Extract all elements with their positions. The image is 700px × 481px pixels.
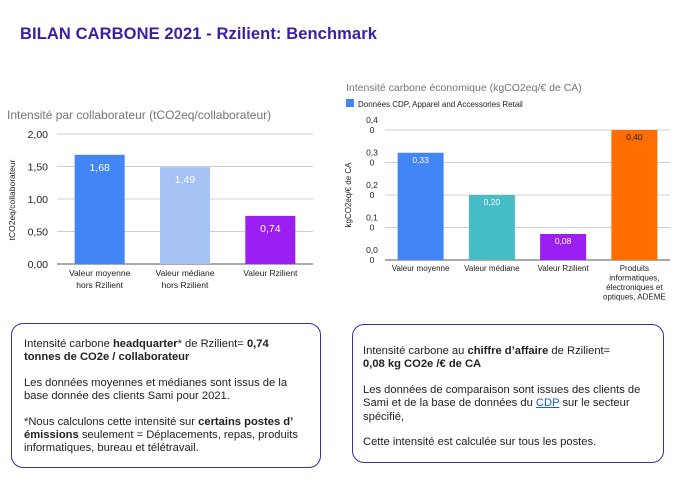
y-tick-label: 0,3 0 bbox=[366, 148, 378, 168]
bar-value-label: 0,40 bbox=[626, 132, 643, 142]
x-tick-label-line: hors Rzilient bbox=[162, 280, 209, 290]
x-tick-label-line: Valeur médiane bbox=[464, 264, 520, 273]
bar bbox=[160, 167, 210, 264]
chart-title: Intensité carbone économique (kgCO2eq/€ … bbox=[346, 82, 582, 94]
info-headquarter-intensity: Intensité carbone headquarter* de Rzilie… bbox=[24, 338, 269, 364]
y-tick-label: 1,50 bbox=[28, 162, 49, 174]
x-tick-label-line: informatiques, bbox=[609, 274, 659, 283]
bar-value-label: 0,33 bbox=[412, 155, 429, 165]
bar bbox=[540, 234, 587, 260]
x-tick-label: Valeur médiane hors Rzilient bbox=[156, 268, 215, 290]
bar bbox=[245, 215, 296, 264]
y-tick-label-line: 0 bbox=[370, 125, 375, 135]
y-tick-label-line: 0,1 bbox=[366, 213, 378, 223]
x-tick-label-line: optiques, ADEME bbox=[603, 293, 666, 302]
y-tick-label: 0,00 bbox=[28, 259, 49, 271]
info-scope-note: *Nous calculons cette intensité sur cert… bbox=[24, 415, 298, 455]
chart-economic-intensity: Intensité carbone économique (kgCO2eq/€ … bbox=[344, 82, 670, 302]
bar bbox=[397, 152, 444, 260]
bar-value-label: 0,08 bbox=[555, 236, 572, 246]
info-revenue-intensity: Intensité carbone au chiffre d’affaire d… bbox=[363, 345, 611, 371]
info-box-headquarter: Intensité carbone headquarter* de Rzilie… bbox=[11, 323, 321, 468]
x-tick-label: Valeur moyenne hors Rzilient bbox=[69, 268, 131, 290]
y-tick-label-line: 0,2 bbox=[366, 180, 378, 190]
y-tick-label: 0,4 0 bbox=[366, 115, 378, 135]
y-tick-label: 2,00 bbox=[28, 129, 49, 141]
page-title: BILAN CARBONE 2021 - Rzilient: Benchmark bbox=[20, 25, 377, 43]
chart-intensity-per-employee: Intensité par collaborateur (tCO2eq/coll… bbox=[7, 108, 313, 290]
x-tick-label-line: électroniques et bbox=[606, 283, 663, 292]
x-tick-label: Valeur moyenne bbox=[392, 264, 450, 273]
x-tick-label: Valeur médiane bbox=[464, 264, 520, 273]
y-tick-label-line: 0,4 bbox=[366, 115, 378, 125]
y-tick-label-line: 0 bbox=[370, 158, 375, 168]
bar-value-label: 0,74 bbox=[260, 223, 281, 235]
legend-swatch bbox=[346, 99, 354, 107]
bar-value-label: 1,49 bbox=[175, 174, 196, 186]
cdp-link[interactable]: CDP bbox=[535, 397, 560, 410]
y-tick-label: 0,50 bbox=[28, 227, 49, 239]
x-tick-label: Valeur Rzilient bbox=[243, 268, 298, 278]
y-axis-label: kgCO2eq/€ de CA bbox=[344, 162, 353, 228]
x-tick-label-line: hors Rzilient bbox=[76, 280, 123, 290]
bar bbox=[611, 130, 658, 260]
chart-title: Intensité par collaborateur (tCO2eq/coll… bbox=[7, 108, 271, 122]
x-tick-label-line: Valeur médiane bbox=[156, 268, 215, 278]
y-tick-label: 0,1 0 bbox=[366, 213, 378, 233]
y-axis-label: tCO2eq/collaborateur bbox=[7, 159, 17, 240]
bar bbox=[468, 195, 515, 260]
x-tick-label: Valeur Rzilient bbox=[538, 264, 590, 273]
x-tick-label: Produits informatiques, électroniques et op… bbox=[603, 264, 666, 302]
y-tick-label-line: 0,0 bbox=[366, 245, 378, 255]
x-tick-label-line: Valeur moyenne bbox=[69, 268, 131, 278]
bar-value-label: 0,20 bbox=[484, 197, 501, 207]
legend-label: Données CDP, Apparel and Accessories Ret… bbox=[358, 100, 523, 109]
info-data-source: Les données moyennes et médianes sont is… bbox=[24, 376, 288, 403]
y-tick-label: 0,2 0 bbox=[366, 180, 378, 200]
y-tick-label-line: 0 bbox=[370, 223, 375, 233]
info-comparison-source: Les données de comparaison sont issues d… bbox=[363, 383, 641, 423]
x-tick-label-line: Valeur moyenne bbox=[392, 264, 450, 273]
y-tick-label-line: 0 bbox=[370, 190, 375, 200]
x-tick-label-line: Produits bbox=[620, 264, 649, 273]
info-box-revenue: Intensité carbone au chiffre d’affaire d… bbox=[352, 324, 664, 463]
y-tick-label-line: 0,3 bbox=[366, 148, 378, 158]
y-tick-label: 1,00 bbox=[28, 194, 49, 206]
bar-value-label: 1,68 bbox=[89, 162, 110, 174]
x-tick-label-line: Valeur Rzilient bbox=[243, 268, 298, 278]
x-tick-label-line: Valeur Rzilient bbox=[538, 264, 590, 273]
y-tick-label-line: 0 bbox=[370, 255, 375, 265]
bar bbox=[74, 154, 125, 264]
info-all-posts: Cette intensité est calculée sur tous le… bbox=[363, 436, 597, 449]
